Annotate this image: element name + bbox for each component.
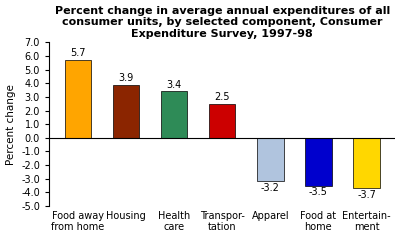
Text: 2.5: 2.5 — [215, 92, 230, 102]
Bar — [65, 60, 91, 138]
Text: 5.7: 5.7 — [70, 48, 86, 58]
Y-axis label: Percent change: Percent change — [6, 84, 16, 165]
Bar — [113, 84, 139, 138]
Bar — [161, 91, 187, 138]
Text: -3.7: -3.7 — [357, 190, 376, 200]
Text: 3.4: 3.4 — [166, 80, 182, 90]
Text: -3.5: -3.5 — [309, 187, 328, 197]
Title: Percent change in average annual expenditures of all
consumer units, by selected: Percent change in average annual expendi… — [55, 5, 390, 39]
Bar — [257, 138, 284, 181]
Bar — [209, 104, 235, 138]
Text: -3.2: -3.2 — [261, 183, 280, 193]
Text: 3.9: 3.9 — [118, 73, 134, 83]
Bar — [305, 138, 332, 186]
Bar — [353, 138, 380, 188]
